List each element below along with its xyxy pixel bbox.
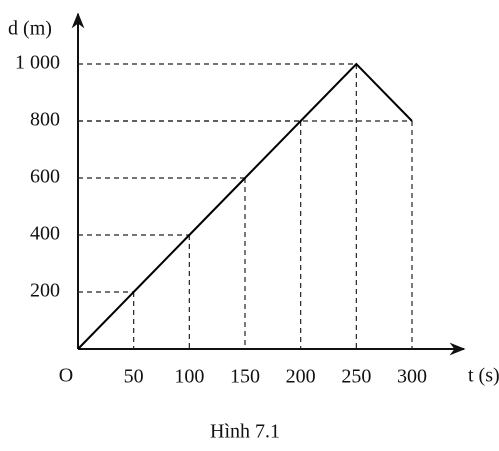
x-axis-label: t (s): [468, 365, 499, 387]
y-tick-label: 400: [30, 223, 60, 245]
y-tick-label: 800: [30, 109, 60, 131]
x-tick-label: 300: [397, 366, 427, 388]
x-tick-label: 150: [230, 366, 260, 388]
x-tick-label: 200: [286, 366, 316, 388]
origin-label: O: [59, 365, 73, 387]
y-tick-label: 1 000: [15, 52, 60, 74]
x-tick-label: 50: [124, 366, 144, 388]
y-axis-label: d (m): [8, 18, 52, 40]
x-tick-label: 250: [341, 366, 371, 388]
y-tick-label: 600: [30, 166, 60, 188]
data-line: [77, 62, 413, 350]
x-tick-label: 100: [174, 366, 204, 388]
caption: Hình 7.1: [210, 421, 280, 443]
y-tick-label: 200: [30, 280, 60, 302]
